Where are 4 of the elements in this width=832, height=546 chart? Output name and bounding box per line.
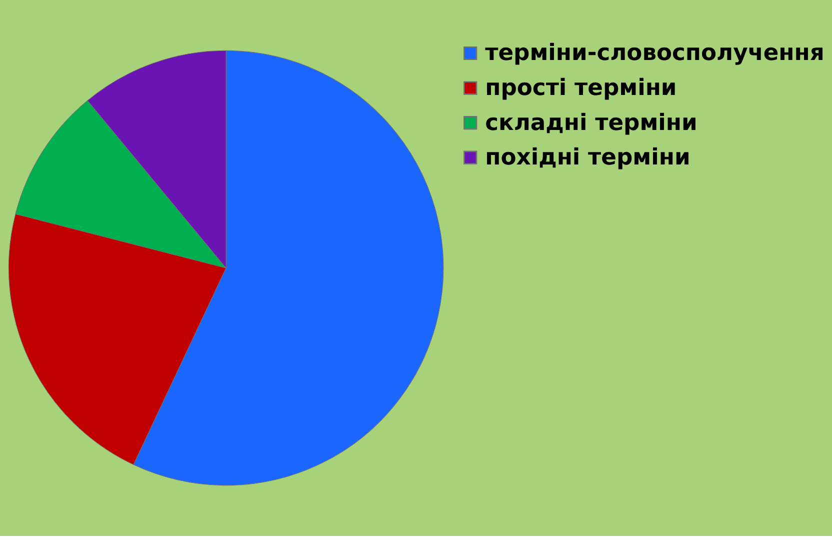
legend-label: похідні терміни: [485, 144, 690, 171]
legend-label: складні терміни: [485, 110, 698, 136]
legend-label: прості терміни: [485, 74, 677, 101]
legend-label: терміни-словосполучення: [485, 40, 824, 66]
